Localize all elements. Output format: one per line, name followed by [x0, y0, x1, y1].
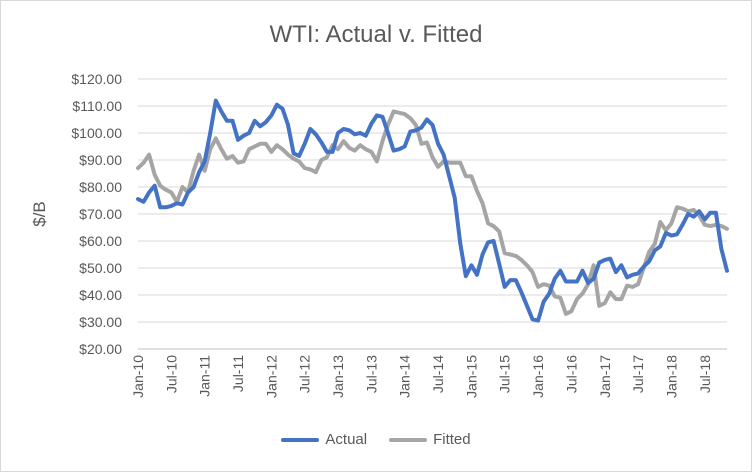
series-line-fitted — [136, 109, 729, 316]
legend-label-actual: Actual — [325, 431, 368, 448]
y-tick-label: $30.00 — [79, 314, 122, 330]
y-tick-label: $80.00 — [79, 179, 122, 195]
x-tick-label: Jul-16 — [563, 355, 579, 393]
x-tick-label: Jan-14 — [397, 355, 413, 398]
legend-item-actual: Actual — [281, 431, 367, 448]
chart-title: WTI: Actual v. Fitted — [269, 21, 483, 48]
y-tick-label: $50.00 — [79, 260, 122, 276]
y-axis-label: $/B — [30, 201, 49, 227]
x-tick-label: Jan-12 — [263, 355, 279, 398]
x-tick-label: Jul-13 — [363, 355, 379, 393]
legend-swatch-fitted — [389, 437, 428, 442]
y-tick-label: $20.00 — [79, 341, 122, 357]
x-tick-label: Jan-13 — [330, 355, 346, 398]
x-tick-label: Jan-11 — [197, 355, 213, 397]
x-axis-ticks: Jan-10 Jul-10 Jan-11 Jul-11 Jan-12 Jul-12 Jan-… — [130, 355, 713, 398]
x-tick-label: Jul-14 — [430, 355, 446, 393]
y-tick-label: $40.00 — [79, 287, 122, 303]
x-tick-label: Jul-15 — [497, 355, 513, 393]
legend-label-fitted: Fitted — [433, 431, 471, 448]
x-tick-label: Jan-18 — [663, 355, 679, 398]
y-axis-ticks: $20.00 $30.00 $40.00 $50.00 $60.00 $70.00 $80.… — [71, 71, 122, 357]
y-tick-label: $110.00 — [72, 98, 122, 114]
y-tick-label: $100.00 — [71, 125, 122, 141]
x-tick-label: Jul-17 — [630, 355, 646, 393]
x-tick-label: Jan-10 — [130, 355, 146, 398]
y-tick-label: $90.00 — [79, 152, 122, 168]
x-tick-label: Jan-17 — [597, 355, 613, 398]
series-line-actual — [136, 98, 729, 323]
y-tick-label: $70.00 — [79, 206, 122, 222]
x-tick-label: Jul-11 — [230, 355, 246, 392]
x-tick-label: Jul-18 — [697, 355, 713, 393]
y-tick-label: $120.00 — [71, 71, 122, 87]
x-tick-label: Jan-16 — [530, 355, 546, 398]
legend: Actual Fitted — [1, 431, 751, 448]
y-tick-label: $60.00 — [79, 233, 122, 249]
series-lines — [136, 98, 729, 323]
legend-item-fitted: Fitted — [389, 431, 471, 448]
x-tick-label: Jul-12 — [297, 355, 313, 393]
x-tick-label: Jan-15 — [463, 355, 479, 398]
legend-swatch-actual — [281, 437, 320, 442]
x-tick-label: Jul-10 — [163, 355, 179, 393]
